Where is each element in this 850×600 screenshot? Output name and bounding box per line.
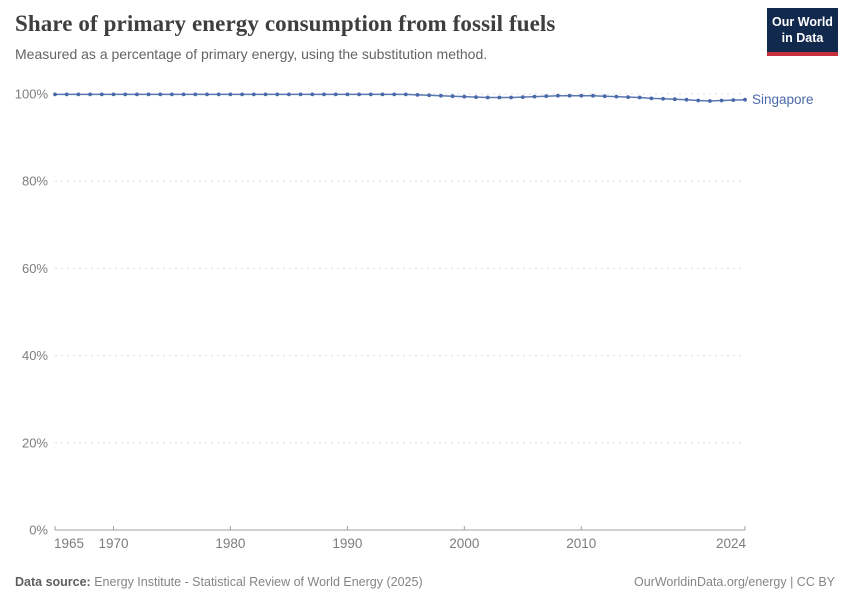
data-point bbox=[637, 95, 642, 100]
data-point bbox=[263, 92, 268, 97]
data-point bbox=[333, 92, 338, 97]
data-point bbox=[450, 94, 455, 99]
data-point bbox=[99, 92, 104, 97]
data-point bbox=[135, 92, 139, 97]
data-point bbox=[368, 92, 373, 97]
data-point bbox=[509, 95, 513, 100]
y-axis-tick-label: 40% bbox=[22, 348, 48, 363]
data-point bbox=[380, 92, 385, 97]
data-point bbox=[240, 92, 245, 97]
x-axis-tick-label: 1965 bbox=[54, 536, 84, 551]
y-axis-tick-label: 60% bbox=[22, 261, 48, 276]
data-point bbox=[520, 95, 525, 99]
data-point bbox=[111, 92, 116, 97]
data-point bbox=[76, 92, 81, 97]
data-point bbox=[251, 92, 256, 97]
data-point bbox=[193, 92, 198, 97]
data-source: Data source: Energy Institute - Statisti… bbox=[15, 575, 423, 589]
data-point bbox=[357, 92, 361, 97]
data-point bbox=[696, 98, 701, 103]
x-axis-tick-label: 2024 bbox=[716, 536, 747, 551]
data-point bbox=[579, 93, 584, 98]
data-point bbox=[567, 93, 572, 98]
data-point bbox=[216, 92, 221, 97]
x-axis-tick-label: 2010 bbox=[566, 536, 596, 551]
data-point bbox=[205, 92, 209, 97]
data-point bbox=[649, 96, 654, 101]
data-point bbox=[672, 97, 677, 102]
x-axis-tick-label: 1980 bbox=[215, 536, 245, 551]
data-point bbox=[403, 92, 408, 97]
data-point bbox=[170, 92, 174, 97]
data-point bbox=[532, 94, 537, 99]
data-point bbox=[485, 95, 490, 100]
data-point bbox=[322, 92, 326, 97]
owid-logo-line1: Our World bbox=[772, 15, 833, 29]
data-point bbox=[544, 94, 549, 99]
data-point bbox=[181, 92, 186, 97]
page-title: Share of primary energy consumption from… bbox=[15, 11, 556, 36]
x-axis-tick-label: 1970 bbox=[98, 536, 128, 551]
data-point bbox=[298, 92, 303, 97]
chart-footer: Data source: Energy Institute - Statisti… bbox=[15, 575, 835, 589]
data-point bbox=[53, 92, 57, 97]
owid-logo-line2: in Data bbox=[781, 30, 824, 45]
data-source-label: Data source: bbox=[15, 575, 91, 589]
data-point bbox=[287, 92, 291, 97]
y-axis-tick-label: 20% bbox=[22, 435, 48, 450]
data-point bbox=[462, 94, 467, 99]
data-point bbox=[626, 95, 630, 99]
data-point bbox=[345, 92, 350, 97]
data-point bbox=[719, 98, 724, 103]
data-point bbox=[614, 94, 619, 99]
data-point bbox=[275, 92, 280, 97]
y-axis-tick-label: 100% bbox=[15, 87, 49, 102]
series-label[interactable]: Singapore bbox=[752, 92, 814, 107]
data-point bbox=[556, 93, 560, 98]
data-point bbox=[392, 92, 397, 97]
data-point bbox=[708, 99, 712, 103]
x-axis-tick-label: 2000 bbox=[449, 536, 479, 551]
data-point bbox=[64, 92, 69, 97]
data-source-text: Energy Institute - Statistical Review of… bbox=[94, 575, 423, 589]
data-point bbox=[591, 93, 595, 98]
chart-subtitle: Measured as a percentage of primary ener… bbox=[15, 45, 488, 62]
chart-canvas[interactable]: 0% 20% 40% 60% 80% 100% 1965 1970 1980 1990 2000 20… bbox=[0, 80, 850, 560]
data-point bbox=[731, 98, 736, 102]
y-axis-tick-label: 0% bbox=[29, 523, 48, 538]
attribution: OurWorldinData.org/energy | CC BY bbox=[633, 575, 835, 589]
x-axis-tick-label: 1990 bbox=[332, 536, 362, 551]
chart-header: Share of primary energy consumption from… bbox=[15, 10, 750, 63]
data-point bbox=[415, 93, 420, 97]
data-point bbox=[439, 93, 443, 98]
data-point bbox=[146, 92, 151, 97]
data-point bbox=[743, 97, 747, 102]
data-point bbox=[88, 92, 92, 97]
data-point bbox=[310, 92, 315, 97]
data-point bbox=[497, 95, 502, 100]
data-point bbox=[228, 92, 233, 97]
data-point bbox=[158, 92, 163, 97]
data-point bbox=[427, 93, 432, 98]
data-point bbox=[661, 96, 665, 101]
owid-logo: Our World in Data bbox=[767, 8, 838, 57]
data-point bbox=[684, 97, 689, 102]
data-point bbox=[123, 92, 128, 97]
data-point bbox=[602, 94, 607, 99]
data-point bbox=[474, 95, 478, 99]
y-axis-tick-label: 80% bbox=[22, 174, 48, 189]
data-line bbox=[55, 93, 746, 102]
